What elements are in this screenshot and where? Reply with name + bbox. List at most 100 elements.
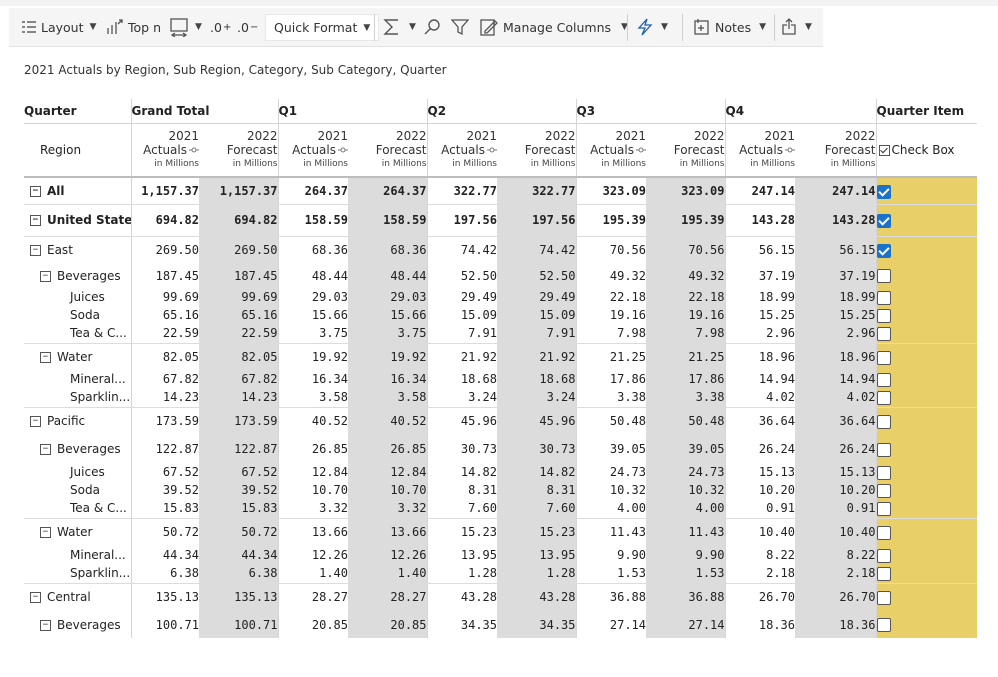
forecast-cell[interactable]: 15.09: [497, 306, 576, 324]
actuals-cell[interactable]: 13.66: [277, 518, 348, 546]
forecast-cell[interactable]: 13.66: [348, 518, 427, 546]
row-label[interactable]: − Water: [24, 343, 131, 370]
actuals-cell[interactable]: 43.28: [426, 583, 497, 611]
actuals-cell[interactable]: 158.59: [277, 204, 348, 237]
forecast-cell[interactable]: 195.39: [646, 204, 725, 237]
forecast-cell[interactable]: 70.56: [646, 236, 725, 263]
q2-header[interactable]: Q2: [426, 99, 576, 124]
actuals-cell[interactable]: 323.09: [575, 177, 646, 205]
forecast-cell[interactable]: 17.86: [646, 370, 725, 388]
forecast-cell[interactable]: 694.82: [199, 204, 278, 237]
forecast-cell[interactable]: 43.28: [497, 583, 576, 611]
sum-button[interactable]: ▼: [383, 8, 416, 46]
actuals-cell[interactable]: 173.59: [130, 407, 199, 435]
actuals-cell[interactable]: 39.52: [130, 481, 199, 499]
forecast-cell[interactable]: 21.92: [497, 343, 576, 370]
actuals-cell[interactable]: 26.70: [724, 583, 795, 611]
actuals-cell[interactable]: 40.52: [277, 407, 348, 435]
forecast-cell[interactable]: 3.75: [348, 324, 427, 344]
row-label[interactable]: Juices: [24, 288, 131, 306]
forecast-cell[interactable]: 10.32: [646, 481, 725, 499]
increase-decimals-button[interactable]: .0 +: [210, 8, 231, 46]
row-checkbox[interactable]: [877, 502, 891, 516]
forecast-measure-header[interactable]: 2022 Forecast in Millions: [497, 123, 576, 178]
actuals-cell[interactable]: 17.86: [575, 370, 646, 388]
row-label[interactable]: − Central: [24, 583, 131, 611]
actuals-cell[interactable]: 74.42: [426, 236, 497, 263]
forecast-cell[interactable]: 122.87: [199, 435, 278, 463]
actuals-cell[interactable]: 694.82: [130, 204, 199, 237]
forecast-cell[interactable]: 3.58: [348, 388, 427, 408]
forecast-cell[interactable]: 50.72: [199, 518, 278, 546]
forecast-cell[interactable]: 8.22: [795, 546, 876, 564]
row-label[interactable]: − Pacific: [24, 407, 131, 435]
forecast-cell[interactable]: 18.99: [795, 288, 876, 306]
row-label[interactable]: Tea & C...: [24, 324, 131, 344]
forecast-cell[interactable]: 269.50: [199, 236, 278, 263]
row-label[interactable]: Juices: [24, 463, 131, 481]
forecast-cell[interactable]: 50.48: [646, 407, 725, 435]
actuals-cell[interactable]: 1.53: [575, 564, 646, 584]
actuals-cell[interactable]: 7.98: [575, 324, 646, 344]
actuals-measure-header[interactable]: 2021 Actuals in Millions: [130, 123, 199, 178]
forecast-cell[interactable]: 1,157.37: [199, 177, 278, 205]
forecast-cell[interactable]: 40.52: [348, 407, 427, 435]
forecast-cell[interactable]: 8.31: [497, 481, 576, 499]
forecast-cell[interactable]: 24.73: [646, 463, 725, 481]
row-label[interactable]: Mineral...: [24, 370, 131, 388]
actuals-cell[interactable]: 18.99: [724, 288, 795, 306]
actuals-cell[interactable]: 50.48: [575, 407, 646, 435]
forecast-cell[interactable]: 1.53: [646, 564, 725, 584]
actuals-cell[interactable]: 56.15: [724, 236, 795, 263]
forecast-cell[interactable]: 7.60: [497, 499, 576, 519]
forecast-cell[interactable]: 15.83: [199, 499, 278, 519]
row-checkbox[interactable]: [877, 372, 891, 387]
region-header[interactable]: Region: [24, 123, 131, 178]
forecast-cell[interactable]: 3.24: [497, 388, 576, 408]
forecast-cell[interactable]: 13.95: [497, 546, 576, 564]
row-checkbox[interactable]: [877, 442, 891, 457]
forecast-cell[interactable]: 15.23: [497, 518, 576, 546]
checkbox-column-header[interactable]: Check Box: [875, 123, 977, 178]
manage-columns-button[interactable]: Manage Columns ▼: [479, 8, 628, 46]
actuals-cell[interactable]: 21.25: [575, 343, 646, 370]
forecast-cell[interactable]: 29.03: [348, 288, 427, 306]
row-checkbox[interactable]: [877, 465, 891, 480]
forecast-cell[interactable]: 11.43: [646, 518, 725, 546]
actuals-cell[interactable]: 82.05: [130, 343, 199, 370]
decrease-decimals-button[interactable]: .0−: [237, 8, 258, 46]
row-checkbox[interactable]: [877, 391, 891, 405]
row-label[interactable]: Sparklin...: [24, 564, 131, 584]
actuals-measure-header[interactable]: 2021 Actuals in Millions: [575, 123, 646, 178]
actuals-cell[interactable]: 36.88: [575, 583, 646, 611]
actuals-cell[interactable]: 30.73: [426, 435, 497, 463]
actuals-cell[interactable]: 22.18: [575, 288, 646, 306]
forecast-cell[interactable]: 67.82: [199, 370, 278, 388]
actuals-cell[interactable]: 4.02: [724, 388, 795, 408]
quick-format-dropdown[interactable]: Quick Format ▼: [265, 14, 380, 41]
forecast-cell[interactable]: 9.90: [646, 546, 725, 564]
sort-toggle-icon[interactable]: [636, 143, 646, 157]
forecast-cell[interactable]: 264.37: [348, 177, 427, 205]
forecast-cell[interactable]: 12.26: [348, 546, 427, 564]
actuals-cell[interactable]: 3.75: [277, 324, 348, 344]
row-label[interactable]: Soda: [24, 306, 131, 324]
row-label[interactable]: Sparklin...: [24, 388, 131, 408]
forecast-measure-header[interactable]: 2022 Forecast in Millions: [795, 123, 876, 178]
row-label[interactable]: − United States: [24, 204, 131, 237]
forecast-cell[interactable]: 27.14: [646, 611, 725, 638]
forecast-cell[interactable]: 143.28: [795, 204, 876, 237]
forecast-cell[interactable]: 19.92: [348, 343, 427, 370]
actuals-cell[interactable]: 50.72: [130, 518, 199, 546]
actuals-cell[interactable]: 45.96: [426, 407, 497, 435]
forecast-cell[interactable]: 15.66: [348, 306, 427, 324]
actuals-cell[interactable]: 22.59: [130, 324, 199, 344]
actuals-cell[interactable]: 67.52: [130, 463, 199, 481]
row-checkbox[interactable]: [877, 327, 891, 341]
actuals-cell[interactable]: 19.16: [575, 306, 646, 324]
actuals-cell[interactable]: 14.23: [130, 388, 199, 408]
actuals-cell[interactable]: 37.19: [724, 263, 795, 288]
forecast-measure-header[interactable]: 2022 Forecast in Millions: [348, 123, 427, 178]
forecast-cell[interactable]: 18.68: [497, 370, 576, 388]
forecast-cell[interactable]: 135.13: [199, 583, 278, 611]
